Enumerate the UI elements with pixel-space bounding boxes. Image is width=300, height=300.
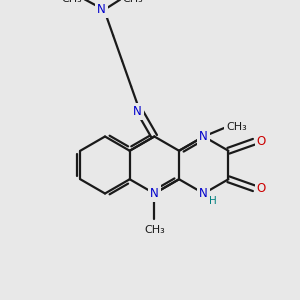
Text: N: N <box>133 105 142 118</box>
Text: CH₃: CH₃ <box>144 225 165 236</box>
Text: H: H <box>209 196 217 206</box>
Text: O: O <box>257 182 266 195</box>
Text: N: N <box>97 3 106 16</box>
Text: CH₃: CH₃ <box>123 0 144 4</box>
Text: O: O <box>257 135 266 148</box>
Text: N: N <box>200 130 208 143</box>
Text: N: N <box>200 187 208 200</box>
Text: CH₃: CH₃ <box>226 122 247 133</box>
Text: CH₃: CH₃ <box>61 0 82 4</box>
Text: N: N <box>150 187 159 200</box>
